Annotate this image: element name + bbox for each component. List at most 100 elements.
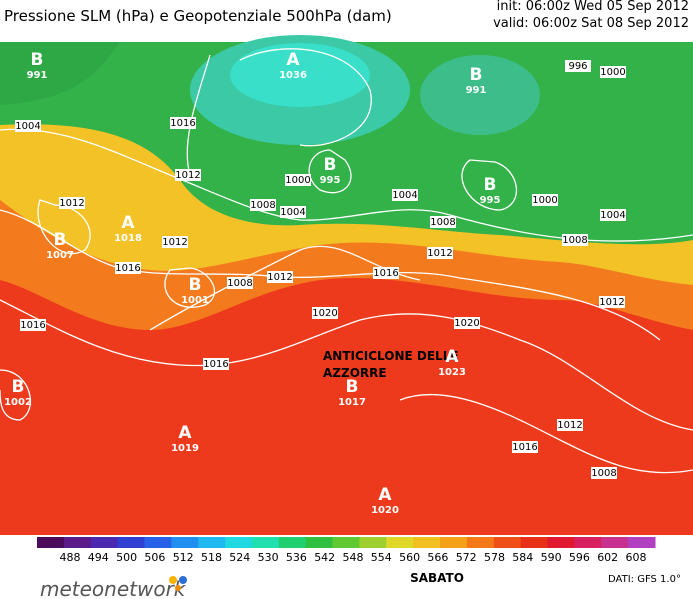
isobar-label: 1012 xyxy=(267,272,292,283)
colorbar-swatch xyxy=(547,537,575,548)
isobar-label-box xyxy=(532,194,558,206)
isobar-label: 1008 xyxy=(250,200,275,211)
isobar-label: 1012 xyxy=(557,420,582,431)
center-value: 1001 xyxy=(181,295,209,306)
colorbar-swatch xyxy=(493,537,522,548)
colorbar-swatch xyxy=(332,537,360,548)
colorbar-label: 536 xyxy=(286,551,307,564)
colorbar-label: 560 xyxy=(399,551,420,564)
isobar-label: 1012 xyxy=(59,198,84,209)
colorbar-label: 578 xyxy=(484,551,505,564)
title: Pressione SLM (hPa) e Geopotenziale 500h… xyxy=(4,7,392,25)
isobar-label-box xyxy=(250,199,276,211)
init-time: init: 06:00z Wed 05 Sep 2012 xyxy=(497,0,689,14)
colorbar-label: 596 xyxy=(569,551,590,564)
brand: meteonetwork xyxy=(40,577,187,599)
colorbar-swatch xyxy=(171,537,199,548)
center-letter: B xyxy=(12,377,25,397)
isobar-label: 1016 xyxy=(512,442,537,453)
center-letter: B xyxy=(189,275,202,295)
isobar-label-box xyxy=(512,441,538,453)
colorbar-label: 542 xyxy=(314,551,335,564)
center-value: 991 xyxy=(466,85,487,96)
colorbar-swatch xyxy=(413,537,441,548)
isobar-label-box xyxy=(427,247,453,259)
colorbar-swatch xyxy=(574,537,602,548)
colorbar: 488 494 500 506 512 518 524 530 536 542 548 554 560 5… xyxy=(37,537,656,564)
isobar-label-box xyxy=(600,209,626,221)
center-letter: A xyxy=(445,347,459,367)
center-value: 995 xyxy=(320,175,341,186)
center-letter: B xyxy=(346,377,359,397)
colorbar-swatch xyxy=(466,537,495,548)
colorbar-swatch xyxy=(63,537,92,548)
isobar-label-box xyxy=(285,174,311,186)
isobar-label-box xyxy=(203,358,229,370)
colorbar-swatch xyxy=(198,537,226,548)
colorbar-swatch xyxy=(251,537,280,548)
isobar-label-box xyxy=(392,189,418,201)
isobar-label: 1016 xyxy=(170,118,195,129)
center-value: 1020 xyxy=(371,505,399,516)
isobar-label: 1008 xyxy=(591,468,616,479)
isobar-label: 1016 xyxy=(20,320,45,331)
isobar-label: 1008 xyxy=(430,217,455,228)
colorbar-label: 572 xyxy=(456,551,477,564)
isobar-label-box xyxy=(59,197,85,209)
isobar-label-box xyxy=(600,66,626,78)
isobar-label: 1020 xyxy=(312,308,337,319)
isobar-label-box xyxy=(312,307,338,319)
isobar-label: 1016 xyxy=(203,359,228,370)
isobar-label-box xyxy=(15,120,41,132)
center-value: 1018 xyxy=(114,233,142,244)
colorbar-swatch xyxy=(628,537,656,548)
colorbar-label: 608 xyxy=(626,551,647,564)
brand-dot xyxy=(175,585,181,591)
colorbar-label: 488 xyxy=(60,551,81,564)
map xyxy=(0,35,693,535)
colorbar-label: 584 xyxy=(512,551,533,564)
isobar-label-box xyxy=(565,60,591,72)
center-value: 995 xyxy=(480,195,501,206)
center-letter: A xyxy=(286,50,300,70)
center-letter: A xyxy=(178,423,192,443)
isobar-label-box xyxy=(20,319,46,331)
isobar-label-box xyxy=(599,296,625,308)
isobar-label-box xyxy=(557,419,583,431)
isobar-label: 1004 xyxy=(280,207,305,218)
colorbar-label: 494 xyxy=(88,551,109,564)
colorbar-swatch xyxy=(225,537,253,548)
annotation: AZZORRE xyxy=(323,366,387,380)
colorbar-swatch xyxy=(386,537,414,548)
colorbar-swatch xyxy=(359,537,387,548)
brand-dot xyxy=(169,576,177,584)
center-value: 1002 xyxy=(4,397,32,408)
colorbar-label: 530 xyxy=(258,551,279,564)
colorbar-label: 602 xyxy=(597,551,618,564)
isobar-label: 1004 xyxy=(15,121,40,132)
center-value: 1023 xyxy=(438,367,466,378)
colorbar-label: 590 xyxy=(541,551,562,564)
isobar-label-box xyxy=(454,317,480,329)
center-letter: B xyxy=(31,50,44,70)
center-value: 1036 xyxy=(279,70,307,81)
isobar-label: 1004 xyxy=(392,190,417,201)
center-letter: A xyxy=(378,485,392,505)
center-letter: B xyxy=(470,65,483,85)
colorbar-label: 506 xyxy=(144,551,165,564)
isobar-label: 1012 xyxy=(162,237,187,248)
colorbar-label: 500 xyxy=(116,551,137,564)
colorbar-swatch xyxy=(305,537,334,548)
isobar-label-box xyxy=(591,467,617,479)
colorbar-swatch xyxy=(520,537,549,548)
isobar-label-box xyxy=(267,271,293,283)
colorbar-swatch xyxy=(601,537,629,548)
center-value: 1017 xyxy=(338,397,366,408)
colorbar-label: 548 xyxy=(343,551,364,564)
center-value: 991 xyxy=(27,70,48,81)
colorbar-swatch xyxy=(117,537,145,548)
isobar-label-box xyxy=(430,216,456,228)
colorbar-swatch xyxy=(90,537,119,548)
isobar-label: 996 xyxy=(568,61,587,72)
